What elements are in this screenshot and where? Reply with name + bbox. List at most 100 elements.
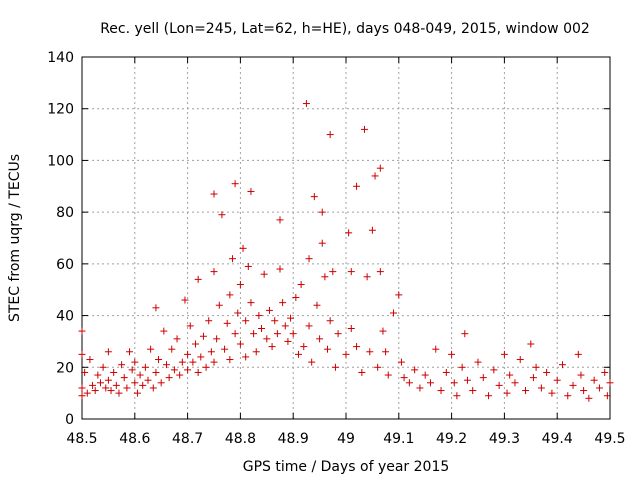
data-point: [461, 330, 469, 338]
data-point: [234, 309, 242, 317]
data-point: [516, 356, 524, 364]
data-point: [226, 291, 234, 299]
data-point: [78, 350, 86, 358]
data-point: [83, 389, 91, 397]
y-tick-label: 100: [47, 153, 74, 169]
data-point: [250, 330, 258, 338]
data-point: [128, 366, 136, 374]
data-point: [170, 366, 178, 374]
data-point: [78, 327, 86, 335]
data-point: [543, 368, 551, 376]
data-point: [411, 366, 419, 374]
data-point: [81, 368, 89, 376]
data-point: [149, 384, 157, 392]
data-point: [426, 379, 434, 387]
data-point: [485, 392, 493, 400]
data-point: [231, 330, 239, 338]
x-axis-label: GPS time / Days of year 2015: [243, 459, 450, 475]
data-point: [226, 356, 234, 364]
data-point: [537, 384, 545, 392]
data-point: [165, 374, 173, 382]
data-point: [152, 304, 160, 312]
data-point: [442, 368, 450, 376]
data-point: [302, 100, 310, 108]
data-point: [390, 309, 398, 317]
data-point: [334, 330, 342, 338]
data-point: [120, 374, 128, 382]
data-point: [382, 348, 390, 356]
x-tick-label: 49.4: [542, 431, 573, 447]
data-point: [218, 211, 226, 219]
data-point: [136, 371, 144, 379]
data-point: [574, 350, 582, 358]
x-tick-label: 48.6: [119, 431, 150, 447]
data-point: [376, 164, 384, 172]
data-point: [490, 366, 498, 374]
data-point: [580, 387, 588, 395]
y-tick-label: 0: [65, 412, 74, 428]
data-point: [144, 376, 152, 384]
data-point: [239, 244, 247, 252]
data-point: [569, 381, 577, 389]
data-point: [186, 322, 194, 330]
data-point: [231, 180, 239, 188]
data-point: [329, 268, 337, 276]
data-point: [247, 299, 255, 307]
data-point: [310, 193, 318, 201]
data-point: [585, 394, 593, 402]
data-point: [96, 379, 104, 387]
data-point: [479, 374, 487, 382]
x-tick-label: 48.7: [172, 431, 203, 447]
data-point: [506, 371, 514, 379]
data-point: [236, 340, 244, 348]
data-point: [495, 381, 503, 389]
data-point: [115, 389, 123, 397]
data-point: [252, 348, 260, 356]
data-point: [131, 379, 139, 387]
data-point: [242, 317, 250, 325]
data-point: [192, 340, 200, 348]
data-point: [316, 335, 324, 343]
data-point: [371, 172, 379, 180]
data-point: [268, 343, 276, 351]
data-point: [247, 187, 255, 195]
data-point: [210, 358, 218, 366]
data-point: [152, 368, 160, 376]
data-point: [453, 392, 461, 400]
data-point: [397, 358, 405, 366]
y-tick-label: 140: [47, 50, 74, 66]
x-tick-label: 48.8: [225, 431, 256, 447]
data-point: [590, 376, 598, 384]
data-point: [104, 376, 112, 384]
data-point: [184, 350, 192, 358]
data-point: [347, 268, 355, 276]
data-point: [78, 384, 86, 392]
data-point: [89, 381, 97, 389]
data-point: [197, 353, 205, 361]
data-point: [376, 268, 384, 276]
data-point: [189, 358, 197, 366]
data-point: [139, 381, 147, 389]
data-point: [176, 371, 184, 379]
x-tick-label: 49: [337, 431, 355, 447]
data-point: [363, 273, 371, 281]
data-point: [448, 350, 456, 358]
data-point: [366, 348, 374, 356]
data-point: [118, 361, 126, 369]
data-point: [107, 387, 115, 395]
data-point: [194, 275, 202, 283]
data-point: [564, 392, 572, 400]
data-point: [263, 335, 271, 343]
x-tick-label: 49.5: [594, 431, 625, 447]
data-point: [178, 358, 186, 366]
data-point: [255, 312, 263, 320]
data-point: [155, 356, 163, 364]
data-point: [181, 296, 189, 304]
data-point: [294, 350, 302, 358]
data-point: [421, 371, 429, 379]
data-point: [432, 345, 440, 353]
data-point: [511, 379, 519, 387]
data-point: [384, 371, 392, 379]
data-point: [276, 265, 284, 273]
